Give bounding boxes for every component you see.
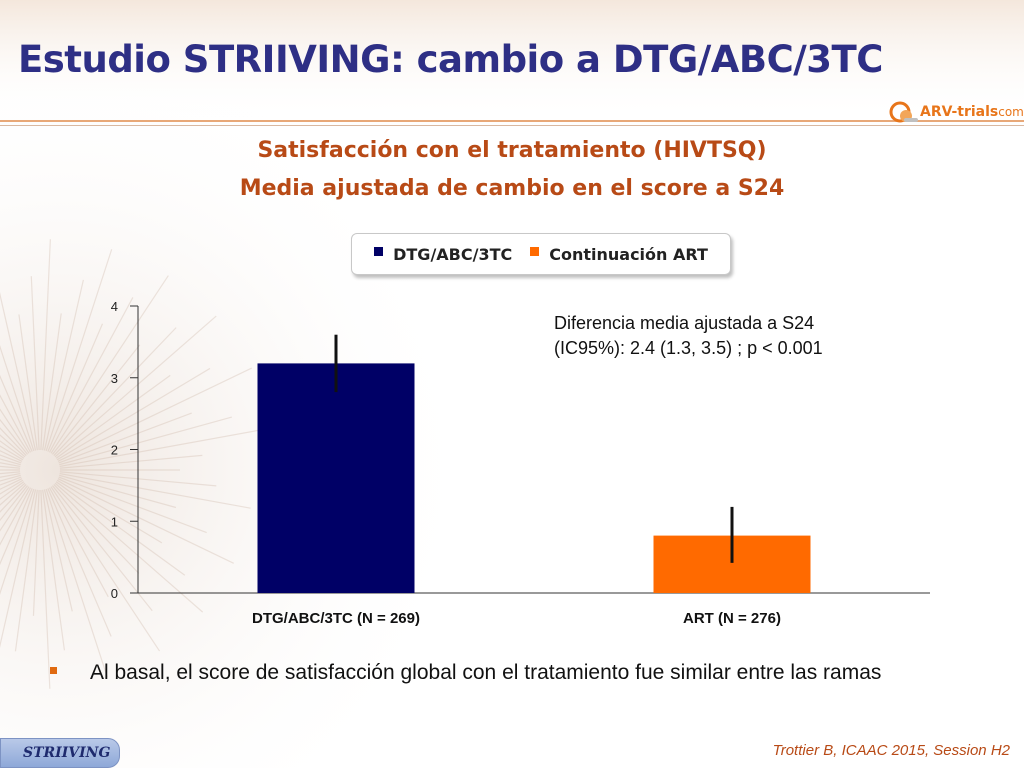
logo-text: ARV-trialscom xyxy=(920,104,1024,120)
logo-rest: -trials xyxy=(951,104,999,120)
logo-tld: com xyxy=(998,105,1024,119)
x-tick-label: ART (N = 276) xyxy=(683,610,781,627)
legend-swatch-art xyxy=(530,246,540,256)
chart-legend: DTG/ABC/3TC Continuación ART xyxy=(351,233,731,275)
chart-annotation: Diferencia media ajustada a S24 (IC95%):… xyxy=(554,311,823,361)
study-tag-label: STRIIVING xyxy=(23,745,111,761)
annotation-line2: (IC95%): 2.4 (1.3, 3.5) ; p < 0.001 xyxy=(554,338,823,358)
study-tag: STRIIVING xyxy=(0,738,120,768)
legend-label-art: Continuación ART xyxy=(549,244,708,264)
logo-name: ARV xyxy=(920,104,952,120)
legend-item-dtg: DTG/ABC/3TC xyxy=(374,245,512,264)
citation: Trottier B, ICAAC 2015, Session H2 xyxy=(772,742,1010,759)
y-tick-label: 1 xyxy=(111,514,118,529)
legend-item-art: Continuación ART xyxy=(530,245,708,264)
y-tick-label: 4 xyxy=(111,299,118,314)
bullet-text: Al basal, el score de satisfacción globa… xyxy=(90,661,882,684)
arv-trials-logo: ARV-trialscom xyxy=(888,98,1024,128)
legend-swatch-dtg xyxy=(374,246,384,256)
legend-label-dtg: DTG/ABC/3TC xyxy=(393,244,513,264)
x-tick-label: DTG/ABC/3TC (N = 269) xyxy=(252,610,420,627)
chart-subtitle-line2: Media ajustada de cambio en el score a S… xyxy=(239,176,785,201)
y-tick-label: 2 xyxy=(111,443,118,458)
chart-subtitle-line1: Satisfacción con el tratamiento (HIVTSQ) xyxy=(257,138,767,163)
annotation-line1: Diferencia media ajustada a S24 xyxy=(554,313,815,333)
y-tick-label: 3 xyxy=(111,371,118,386)
page-title: Estudio STRIIVING: cambio a DTG/ABC/3TC xyxy=(18,38,883,81)
bullet-marker-icon xyxy=(50,667,57,674)
y-tick-label: 0 xyxy=(111,586,118,601)
bar xyxy=(257,363,415,593)
logo-icon xyxy=(889,101,918,123)
